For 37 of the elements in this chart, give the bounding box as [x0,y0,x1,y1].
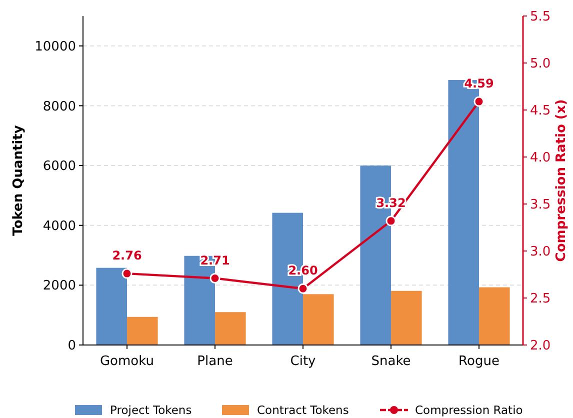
y-tick-label: 6000 [42,159,76,174]
y2-tick-label: 2.0 [530,338,551,354]
x-tick-label: Plane [197,354,233,369]
y-tick-label: 4000 [42,218,76,234]
x-tick-label: Rogue [458,354,500,369]
y2-axis-title: Compression Ratio (x) [554,99,569,262]
x-tick-label: Snake [371,354,411,369]
y-tick-label: 2000 [42,278,76,294]
legend-label: Compression Ratio [415,403,523,418]
y2-tick-label: 4.0 [530,150,551,166]
legend-label: Project Tokens [110,403,192,418]
bar [303,294,334,345]
bar [479,287,510,345]
y2-tick-label: 5.0 [530,56,551,72]
point [474,96,484,107]
y2-tick-label: 3.5 [530,198,551,213]
point [210,273,220,284]
y2-tick-label: 2.5 [530,292,551,307]
y-tick-label: 8000 [42,99,76,114]
x-tick-label: City [290,354,316,369]
bar [391,290,422,345]
y2-tick-label: 3.0 [530,244,551,260]
point [386,216,396,226]
point [298,283,308,294]
data-label: 2.71 [200,253,230,268]
y2-tick-label: 4.5 [530,104,551,119]
bar [96,268,127,345]
bar [127,316,158,345]
x-tick-label: Gomoku [100,354,154,369]
y-tick-label: 10000 [34,39,76,54]
y-tick-label: 0 [68,338,76,354]
legend-label: Contract Tokens [257,403,349,418]
bar [215,312,246,345]
point [122,268,132,279]
y-axis-title: Token Quantity [11,124,26,236]
y2-tick-label: 5.5 [530,10,551,25]
data-label: 2.76 [112,248,142,263]
